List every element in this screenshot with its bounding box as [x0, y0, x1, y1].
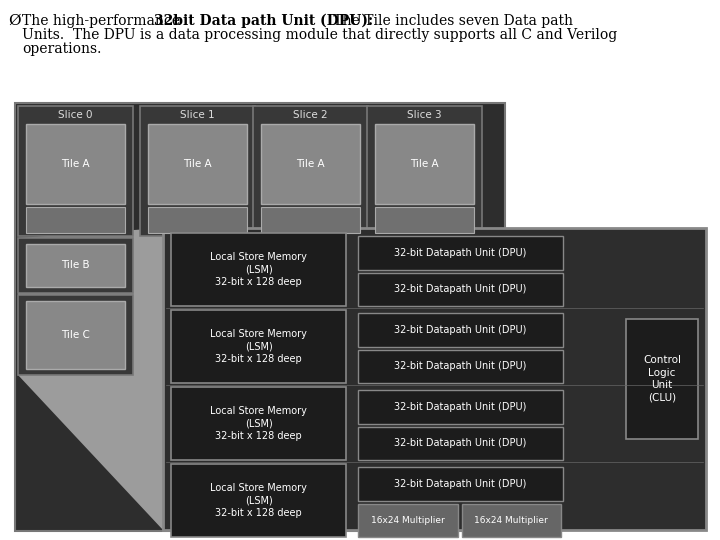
Text: 32-bit Datapath Unit (DPU): 32-bit Datapath Unit (DPU)	[395, 479, 527, 489]
Text: 16x24 Multiplier: 16x24 Multiplier	[371, 516, 445, 525]
Bar	[26, 124, 125, 204]
Text: Slice 1: Slice 1	[180, 110, 215, 120]
Bar	[462, 503, 561, 537]
Bar	[253, 106, 368, 236]
Text: 32-bit Datapath Unit (DPU): 32-bit Datapath Unit (DPU)	[395, 325, 527, 335]
Text: Tile B: Tile B	[61, 260, 90, 271]
Text: 16x24 Multiplier: 16x24 Multiplier	[474, 516, 548, 525]
Bar	[148, 124, 247, 204]
Bar	[375, 207, 474, 233]
Bar	[163, 228, 706, 530]
Bar	[358, 273, 563, 306]
Bar	[140, 106, 255, 236]
Text: Tile A: Tile A	[183, 159, 212, 169]
Text: Tile A: Tile A	[61, 159, 90, 169]
Text: Ø: Ø	[8, 14, 21, 28]
Text: Tile C: Tile C	[61, 330, 90, 340]
Bar	[358, 427, 563, 460]
Bar	[367, 106, 482, 236]
Bar	[358, 236, 563, 269]
Text: Tile A: Tile A	[296, 159, 325, 169]
Text: 32-bit Datapath Unit (DPU): 32-bit Datapath Unit (DPU)	[395, 284, 527, 294]
Text: 32-bit Datapath Unit (DPU): 32-bit Datapath Unit (DPU)	[395, 248, 527, 258]
Bar	[171, 310, 346, 383]
Bar	[358, 390, 563, 423]
Text: Local Store Memory
(LSM)
32-bit x 128 deep: Local Store Memory (LSM) 32-bit x 128 de…	[210, 483, 307, 518]
Bar	[358, 503, 457, 537]
Bar	[26, 244, 125, 287]
Text: Tile A: Tile A	[410, 159, 438, 169]
Bar	[358, 313, 563, 347]
Bar	[18, 295, 133, 375]
Text: The Tile includes seven Data path: The Tile includes seven Data path	[329, 14, 573, 28]
Bar	[171, 464, 346, 537]
Text: Local Store Memory
(LSM)
32-bit x 128 deep: Local Store Memory (LSM) 32-bit x 128 de…	[210, 252, 307, 287]
Text: Control
Logic
Unit
(CLU): Control Logic Unit (CLU)	[643, 355, 681, 403]
Bar	[15, 103, 505, 531]
Text: Local Store Memory
(LSM)
32-bit x 128 deep: Local Store Memory (LSM) 32-bit x 128 de…	[210, 406, 307, 441]
Text: 32-bit Datapath Unit (DPU): 32-bit Datapath Unit (DPU)	[395, 402, 527, 411]
Text: 32bit Data path Unit (DPU):: 32bit Data path Unit (DPU):	[154, 14, 373, 29]
Bar	[148, 207, 247, 233]
Bar	[171, 233, 346, 306]
Text: Local Store Memory
(LSM)
32-bit x 128 deep: Local Store Memory (LSM) 32-bit x 128 de…	[210, 329, 307, 364]
Text: Slice 2: Slice 2	[293, 110, 328, 120]
Text: Slice 3: Slice 3	[408, 110, 442, 120]
Bar	[261, 124, 360, 204]
Bar	[358, 467, 563, 501]
Bar	[171, 387, 346, 460]
Text: 32-bit Datapath Unit (DPU): 32-bit Datapath Unit (DPU)	[395, 361, 527, 372]
Bar	[18, 106, 133, 236]
Bar	[375, 124, 474, 204]
Polygon shape	[18, 228, 163, 530]
Bar	[261, 207, 360, 233]
Bar	[26, 301, 125, 369]
Text: Units.  The DPU is a data processing module that directly supports all C and Ver: Units. The DPU is a data processing modu…	[22, 28, 617, 42]
Text: 32-bit Datapath Unit (DPU): 32-bit Datapath Unit (DPU)	[395, 438, 527, 448]
Bar	[358, 349, 563, 383]
Text: The high-performance: The high-performance	[22, 14, 184, 28]
Bar	[18, 238, 133, 293]
Bar	[626, 319, 698, 439]
Text: Slice 0: Slice 0	[58, 110, 93, 120]
Text: operations.: operations.	[22, 42, 102, 56]
Bar	[26, 207, 125, 233]
